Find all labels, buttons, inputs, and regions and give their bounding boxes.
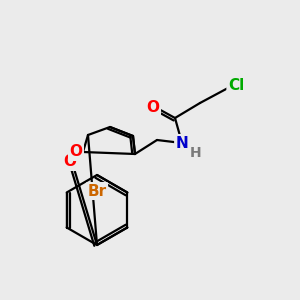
Text: O: O <box>146 100 160 115</box>
Text: N: N <box>176 136 188 151</box>
Text: H: H <box>190 146 202 160</box>
Text: Cl: Cl <box>228 79 244 94</box>
Text: O: O <box>70 145 83 160</box>
Text: Br: Br <box>87 184 106 199</box>
Text: O: O <box>64 154 76 169</box>
